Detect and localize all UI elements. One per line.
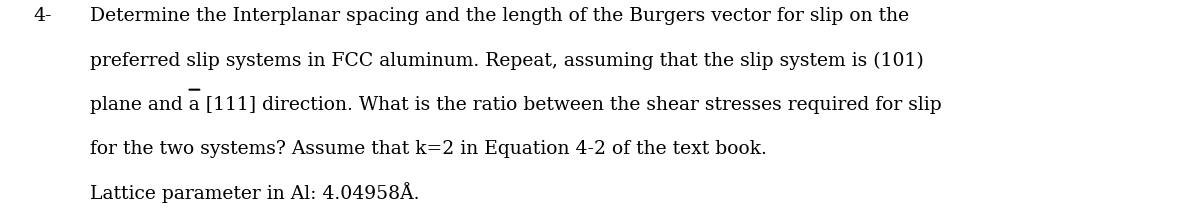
- Text: Lattice parameter in Al: 4.04958Å.: Lattice parameter in Al: 4.04958Å.: [90, 182, 420, 203]
- Text: preferred slip systems in FCC aluminum. Repeat, assuming that the slip system is: preferred slip systems in FCC aluminum. …: [90, 51, 924, 70]
- Text: 4-: 4-: [34, 7, 52, 25]
- Text: plane and a [111] direction. What is the ratio between the shear stresses requir: plane and a [111] direction. What is the…: [90, 96, 942, 114]
- Text: Determine the Interplanar spacing and the length of the Burgers vector for slip : Determine the Interplanar spacing and th…: [90, 7, 910, 25]
- Text: for the two systems? Assume that k=2 in Equation 4-2 of the text book.: for the two systems? Assume that k=2 in …: [90, 140, 767, 158]
